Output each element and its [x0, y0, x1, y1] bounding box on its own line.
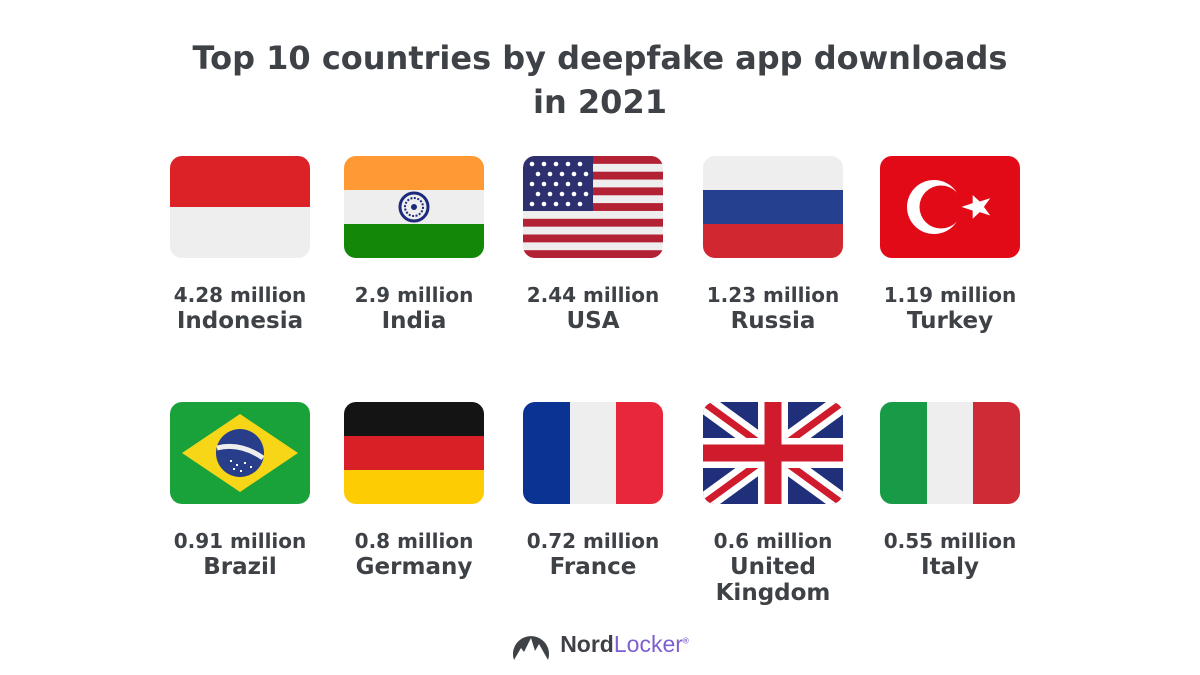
downloads-value: 0.72 million	[526, 529, 660, 553]
brand-name-part1: Nord	[560, 630, 614, 657]
nordlocker-mountain-icon	[513, 636, 550, 660]
country-name: India	[381, 308, 447, 334]
country-card-russia: 1.23 million Russia	[683, 156, 863, 334]
country-name: Russia	[730, 308, 816, 334]
uk-flag-icon	[703, 402, 843, 504]
downloads-value: 0.55 million	[883, 529, 1017, 553]
downloads-value: 4.28 million	[173, 283, 307, 307]
country-name: United Kingdom	[715, 554, 831, 606]
indonesia-flag-icon	[170, 156, 310, 258]
brand-name: NordLocker®	[560, 631, 689, 658]
downloads-value: 0.6 million	[713, 529, 833, 553]
title-line-2: in 2021	[533, 83, 667, 121]
brand-name-part2: Locker	[613, 630, 683, 657]
country-card-turkey: 1.19 million Turkey	[860, 156, 1040, 334]
downloads-value: 0.8 million	[354, 529, 474, 553]
italy-flag-icon	[880, 402, 1020, 504]
country-card-indonesia: 4.28 million Indonesia	[150, 156, 330, 334]
downloads-value: 2.9 million	[354, 283, 474, 307]
country-card-brazil: 0.91 million Brazil	[150, 402, 330, 580]
country-card-united-kingdom: 0.6 million United Kingdom	[683, 402, 863, 606]
country-card-usa: 2.44 million USA	[503, 156, 683, 334]
brand-trademark: ®	[682, 635, 689, 645]
country-card-india: 2.9 million India	[324, 156, 504, 334]
turkey-flag-icon	[880, 156, 1020, 258]
country-name: Turkey	[906, 308, 994, 334]
downloads-value: 2.44 million	[526, 283, 660, 307]
france-flag-icon	[523, 402, 663, 504]
country-name: France	[549, 554, 637, 580]
russia-flag-icon	[703, 156, 843, 258]
country-card-germany: 0.8 million Germany	[324, 402, 504, 580]
usa-flag-icon	[523, 156, 663, 258]
page-title: Top 10 countries by deepfake app downloa…	[0, 36, 1200, 124]
downloads-value: 0.91 million	[173, 529, 307, 553]
country-name: Indonesia	[176, 308, 304, 334]
country-name: Germany	[355, 554, 473, 580]
brazil-flag-icon	[170, 402, 310, 504]
germany-flag-icon	[344, 402, 484, 504]
title-line-1: Top 10 countries by deepfake app downloa…	[192, 39, 1008, 77]
country-name: Brazil	[203, 554, 277, 580]
country-card-france: 0.72 million France	[503, 402, 683, 580]
brand-logo: NordLocker®	[0, 626, 1200, 662]
downloads-value: 1.19 million	[883, 283, 1017, 307]
country-name: USA	[566, 308, 620, 334]
downloads-value: 1.23 million	[706, 283, 840, 307]
country-card-italy: 0.55 million Italy	[860, 402, 1040, 580]
india-flag-icon	[344, 156, 484, 258]
country-name: Italy	[921, 554, 979, 580]
